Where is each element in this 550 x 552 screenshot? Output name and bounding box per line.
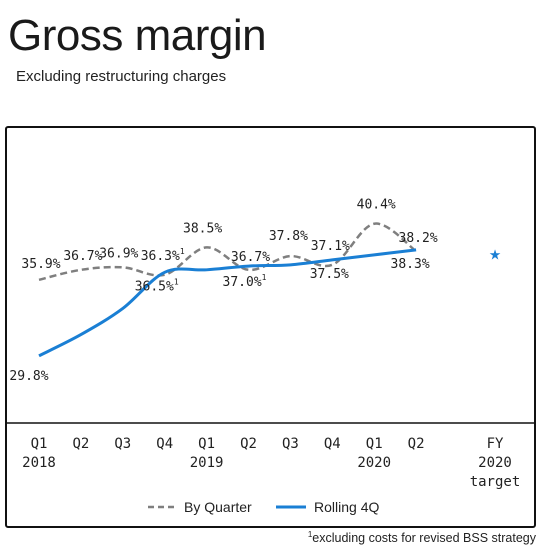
data-label-rolling: 38.3% [391, 257, 430, 272]
x-tick-label: Q4 [156, 436, 173, 452]
x-tick-year-label: 2018 [22, 455, 56, 471]
data-label-by-quarter: 38.5% [183, 221, 222, 236]
footnote: 1excluding costs for revised BSS strateg… [308, 530, 536, 545]
series-rolling-line [38, 248, 417, 358]
label-layer: 35.9%36.7%36.9% 36.3%138.5%36.7%37.8%37.1… [9, 198, 437, 384]
x-tick-year-label: 2019 [190, 455, 224, 471]
x-tick-label: Q2 [240, 436, 257, 452]
x-tick-year-label: 2020 [357, 455, 391, 471]
page-subtitle: Excluding restructuring charges [16, 68, 227, 85]
legend: By Quarter Rolling 4Q [148, 499, 379, 515]
x-tick-target-label: target [470, 474, 521, 490]
legend-by-quarter-label: By Quarter [184, 499, 252, 515]
data-label-by-quarter: 40.4% [357, 198, 396, 213]
footnote-text: excluding costs for revised BSS strategy [312, 531, 536, 546]
x-tick-label: Q1 [31, 436, 48, 452]
page-title: Gross margin [8, 11, 267, 60]
chart-frame [5, 126, 536, 528]
data-label-rolling: 36.5%1 [135, 277, 179, 294]
target-star-marker: ★ [489, 248, 502, 264]
data-label-rolling: 37.0%1 [223, 273, 267, 290]
data-label-by-quarter: 36.7% [231, 250, 270, 265]
x-tick-label: Q2 [408, 436, 425, 452]
data-label-rolling: 37.5% [310, 267, 349, 282]
data-label-by-quarter: 37.1% [311, 239, 350, 254]
data-label-by-quarter: 36.7% [63, 249, 102, 264]
x-tick-label: Q2 [72, 436, 89, 452]
data-label-by-quarter: 35.9% [21, 257, 60, 272]
footnote-mark: 1 [307, 530, 313, 539]
x-tick-layer: Q1 2018 Q2 Q3 Q4 Q1 2019 Q2 Q3 Q4 Q1 2020 Q2 FY 2020 ta… [22, 436, 520, 490]
x-tick-target-label: FY [487, 436, 504, 452]
x-tick-label: Q3 [114, 436, 131, 452]
x-tick-label: Q4 [324, 436, 341, 452]
data-label-by-quarter: 37.8% [269, 229, 308, 244]
series-layer: ★ [38, 222, 502, 358]
x-tick-label: Q1 [198, 436, 215, 452]
data-label-rolling: 29.8% [9, 369, 48, 384]
data-label-by-quarter: 38.2% [399, 231, 438, 246]
x-tick-label: Q1 [366, 436, 383, 452]
data-label-by-quarter: 36.3%1 [141, 247, 185, 264]
data-label-by-quarter: 36.9% [99, 246, 138, 261]
legend-rolling-label: Rolling 4Q [314, 499, 379, 515]
x-tick-target-label: 2020 [478, 455, 512, 471]
x-tick-label: Q3 [282, 436, 299, 452]
